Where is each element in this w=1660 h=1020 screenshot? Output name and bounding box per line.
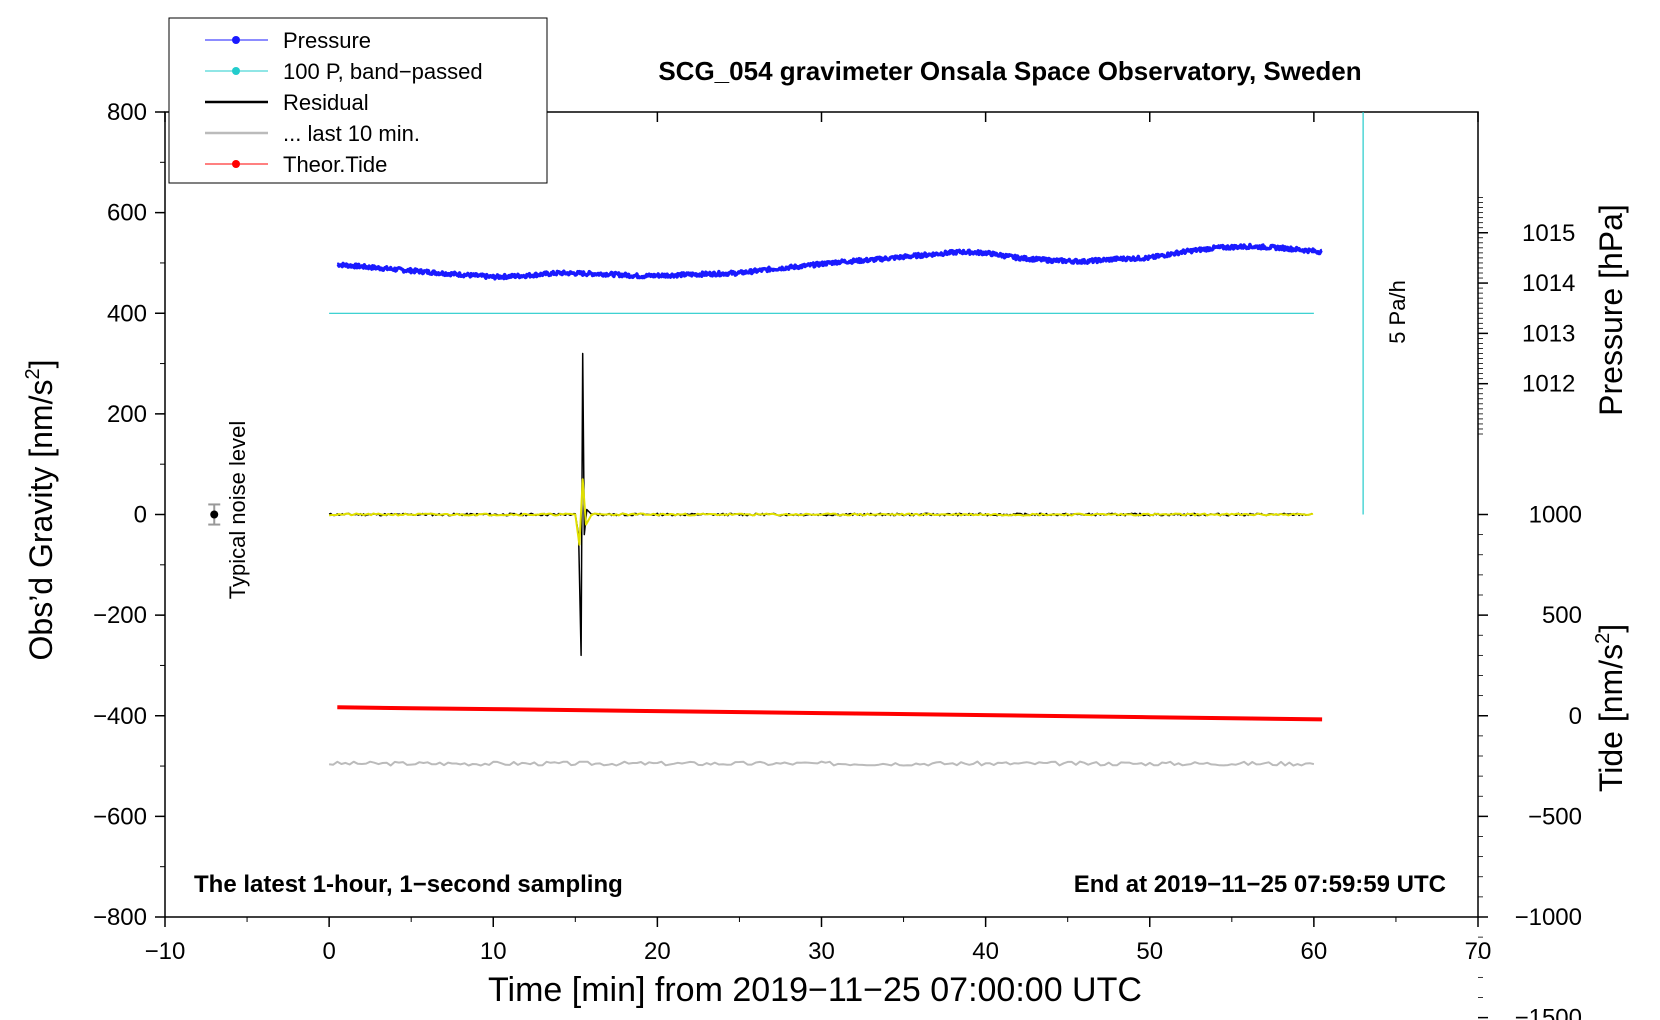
x-tick-label: 60 [1301, 938, 1328, 965]
x-tick-label: 0 [322, 938, 335, 965]
tide-axis-ticks: 1000 500 0 −500 −1000 −1500 [1478, 502, 1582, 1020]
noise-label: Typical noise level [225, 421, 250, 600]
tide-tick-label: −500 [1528, 803, 1582, 830]
y-tick-label: −200 [93, 602, 147, 629]
chart-title: SCG_054 gravimeter Onsala Space Observat… [658, 56, 1361, 86]
x-axis-label: Time [min] from 2019−11−25 07:00:00 UTC [488, 971, 1142, 1009]
tide-line [337, 705, 1323, 722]
residual-filtered-line [328, 478, 1314, 546]
tide-tick-label: 0 [1569, 703, 1582, 730]
y-tick-label: −600 [93, 803, 147, 830]
pressure-tick-label: 1015 [1522, 220, 1575, 247]
x-axis-ticks: −10 0 10 20 30 40 50 60 70 [145, 112, 1492, 965]
tide-label-close: ] [1593, 624, 1629, 633]
x-tick-label: 20 [644, 938, 671, 965]
legend: Pressure 100 P, band−passed Residual ... la… [168, 17, 548, 184]
tide-tick-label: −1000 [1515, 904, 1582, 931]
y-axis-ticks: 800 600 400 200 0 −200 −400 −600 −800 [93, 99, 165, 931]
legend-label: Theor.Tide [283, 152, 387, 177]
last-10min-line [328, 760, 1315, 767]
tide-label-main: Tide [nm/s [1593, 644, 1629, 792]
pressure-tick-label: 1013 [1522, 320, 1575, 347]
pressure-axis-ticks: 1015 1014 1013 1012 [1478, 197, 1575, 435]
y-tick-label: 400 [107, 300, 147, 327]
noise-point [210, 510, 219, 519]
legend-marker [232, 160, 240, 168]
x-tick-label: 70 [1465, 938, 1492, 965]
y-tick-label: −400 [93, 703, 147, 730]
x-tick-label: 40 [972, 938, 999, 965]
y-tick-label: 200 [107, 401, 147, 428]
x-tick-label: 10 [480, 938, 507, 965]
y-tick-label: 600 [107, 200, 147, 227]
legend-box [168, 17, 548, 184]
y-axis-label-pressure: Pressure [hPa] [1593, 204, 1629, 416]
y-label-sup: 2 [22, 368, 44, 379]
x-tick-label: −10 [145, 938, 186, 965]
y-label-close: ] [23, 360, 59, 369]
tide-tick-label: −1500 [1515, 1005, 1582, 1020]
y-tick-label: 0 [134, 502, 147, 529]
y-tick-label: −800 [93, 904, 147, 931]
residual-line [328, 352, 1313, 657]
tide-tick-label: 1000 [1529, 502, 1582, 529]
legend-marker [232, 67, 240, 75]
legend-label: ... last 10 min. [283, 121, 420, 146]
note-end-time: End at 2019−11−25 07:59:59 UTC [1074, 871, 1446, 898]
y-axis-label-gravity: Obs’d Gravity [nm/s2] [22, 360, 59, 661]
tide-tick-label: 500 [1542, 602, 1582, 629]
data-series [328, 242, 1324, 767]
legend-marker [232, 36, 240, 44]
legend-label: Pressure [283, 28, 371, 53]
scale-bar-label: 5 Pa/h [1385, 280, 1410, 344]
legend-label: Residual [283, 90, 369, 115]
annotations: Typical noise level 5 Pa/h [208, 112, 1410, 599]
pressure-line [336, 242, 1324, 281]
x-tick-label: 50 [1136, 938, 1163, 965]
x-tick-label: 30 [808, 938, 835, 965]
pressure-tick-label: 1012 [1522, 371, 1575, 398]
legend-label: 100 P, band−passed [283, 59, 483, 84]
y-tick-label: 800 [107, 99, 147, 126]
y-axis-label-tide: Tide [nm/s2] [1592, 624, 1629, 792]
tide-label-sup: 2 [1592, 633, 1614, 644]
y-label-main: Obs’d Gravity [nm/s [23, 380, 59, 661]
pressure-tick-label: 1014 [1522, 270, 1575, 297]
note-sampling: The latest 1-hour, 1−second sampling [194, 871, 623, 898]
